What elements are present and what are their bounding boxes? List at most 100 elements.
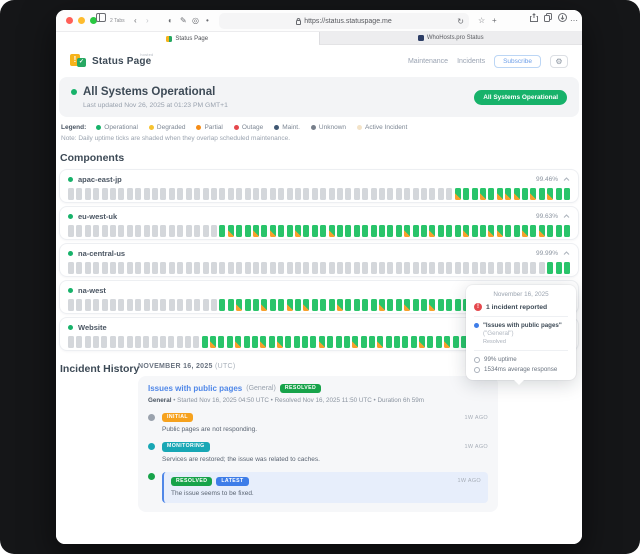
- uptime-tick[interactable]: [429, 299, 436, 311]
- uptime-tick[interactable]: [318, 336, 325, 348]
- uptime-tick[interactable]: [235, 336, 242, 348]
- uptime-tick[interactable]: [345, 188, 352, 200]
- uptime-tick[interactable]: [412, 188, 419, 200]
- uptime-tick[interactable]: [362, 299, 369, 311]
- tab-status-page[interactable]: Status Page: [56, 32, 319, 45]
- uptime-tick[interactable]: [159, 336, 166, 348]
- uptime-tick[interactable]: [269, 188, 276, 200]
- uptime-tick[interactable]: [143, 262, 150, 274]
- downloads-icon[interactable]: [558, 13, 567, 22]
- uptime-tick[interactable]: [261, 225, 268, 237]
- uptime-tick[interactable]: [360, 336, 367, 348]
- uptime-tick[interactable]: [471, 225, 478, 237]
- uptime-tick[interactable]: [547, 225, 554, 237]
- uptime-tick[interactable]: [194, 188, 201, 200]
- uptime-tick[interactable]: [395, 225, 402, 237]
- uptime-tick[interactable]: [135, 225, 142, 237]
- uptime-tick[interactable]: [412, 299, 419, 311]
- uptime-tick[interactable]: [320, 299, 327, 311]
- uptime-tick[interactable]: [168, 262, 175, 274]
- uptime-tick[interactable]: [362, 225, 369, 237]
- uptime-tick[interactable]: [379, 225, 386, 237]
- uptime-tick[interactable]: [84, 262, 91, 274]
- uptime-tick[interactable]: [429, 262, 436, 274]
- uptime-tick[interactable]: [126, 299, 133, 311]
- uptime-tick[interactable]: [110, 262, 117, 274]
- uptime-tick[interactable]: [303, 188, 310, 200]
- uptime-tick[interactable]: [471, 188, 478, 200]
- uptime-tick[interactable]: [370, 225, 377, 237]
- minimize-window-button[interactable]: [78, 17, 85, 24]
- uptime-tick[interactable]: [446, 262, 453, 274]
- uptime-tick[interactable]: [135, 299, 142, 311]
- uptime-tick[interactable]: [293, 336, 300, 348]
- uptime-tick[interactable]: [194, 262, 201, 274]
- uptime-tick[interactable]: [185, 336, 192, 348]
- uptime-tick[interactable]: [269, 225, 276, 237]
- uptime-tick[interactable]: [327, 336, 334, 348]
- copy-icon[interactable]: [544, 13, 552, 22]
- uptime-tick[interactable]: [454, 262, 461, 274]
- uptime-tick[interactable]: [555, 225, 562, 237]
- uptime-tick[interactable]: [395, 299, 402, 311]
- uptime-tick[interactable]: [353, 299, 360, 311]
- share-icon[interactable]: [530, 13, 538, 22]
- uptime-tick[interactable]: [345, 225, 352, 237]
- uptime-tick[interactable]: [294, 299, 301, 311]
- uptime-tick[interactable]: [243, 336, 250, 348]
- uptime-tick[interactable]: [337, 262, 343, 274]
- uptime-tick[interactable]: [160, 225, 167, 237]
- uptime-tick[interactable]: [118, 299, 125, 311]
- uptime-tick[interactable]: [555, 188, 562, 200]
- uptime-tick[interactable]: [143, 188, 150, 200]
- zoom-window-button[interactable]: [90, 17, 97, 24]
- uptime-tick[interactable]: [521, 262, 528, 274]
- uptime-tick[interactable]: [76, 299, 83, 311]
- uptime-tick[interactable]: [452, 336, 459, 348]
- uptime-tick[interactable]: [84, 299, 91, 311]
- gear-icon[interactable]: ⚙: [550, 54, 568, 68]
- uptime-tick[interactable]: [84, 188, 91, 200]
- uptime-tick[interactable]: [328, 262, 335, 274]
- uptime-tick[interactable]: [310, 336, 317, 348]
- uptime-tick[interactable]: [555, 262, 562, 274]
- uptime-tick[interactable]: [429, 225, 436, 237]
- uptime-tick[interactable]: [488, 225, 495, 237]
- uptime-tick[interactable]: [168, 299, 175, 311]
- uptime-tick[interactable]: [219, 188, 226, 200]
- uptime-tick[interactable]: [311, 299, 318, 311]
- uptime-tick[interactable]: [402, 336, 409, 348]
- uptime-tick[interactable]: [320, 225, 327, 237]
- uptime-tick[interactable]: [444, 336, 451, 348]
- uptime-tick[interactable]: [463, 262, 470, 274]
- uptime-tick[interactable]: [134, 336, 141, 348]
- uptime-tick[interactable]: [379, 188, 386, 200]
- shield-extension-icon[interactable]: ◐: [168, 16, 173, 25]
- uptime-tick[interactable]: [135, 262, 142, 274]
- uptime-tick[interactable]: [227, 262, 234, 274]
- bookmark-star-icon[interactable]: ☆: [478, 16, 486, 25]
- uptime-tick[interactable]: [177, 299, 184, 311]
- uptime-tick[interactable]: [93, 336, 100, 348]
- uptime-tick[interactable]: [76, 188, 83, 200]
- tooltip-incident-title[interactable]: "Issues with public pages" ("General"): [483, 322, 562, 338]
- uptime-tick[interactable]: [168, 336, 175, 348]
- uptime-tick[interactable]: [185, 188, 192, 200]
- uptime-tick[interactable]: [421, 299, 428, 311]
- uptime-tick[interactable]: [93, 262, 100, 274]
- uptime-tick[interactable]: [496, 262, 503, 274]
- url-bar[interactable]: https://status.statuspage.me ↻: [219, 13, 469, 29]
- uptime-tick[interactable]: [463, 225, 470, 237]
- uptime-tick[interactable]: [370, 262, 377, 274]
- uptime-tick[interactable]: [177, 262, 184, 274]
- uptime-tick[interactable]: [362, 188, 369, 200]
- uptime-tick[interactable]: [379, 262, 386, 274]
- uptime-tick[interactable]: [311, 262, 318, 274]
- uptime-tick[interactable]: [261, 188, 268, 200]
- uptime-tick[interactable]: [513, 262, 520, 274]
- uptime-tick[interactable]: [303, 225, 310, 237]
- uptime-tick[interactable]: [68, 336, 74, 348]
- uptime-tick[interactable]: [101, 299, 108, 311]
- uptime-tick[interactable]: [185, 262, 192, 274]
- uptime-tick[interactable]: [429, 188, 436, 200]
